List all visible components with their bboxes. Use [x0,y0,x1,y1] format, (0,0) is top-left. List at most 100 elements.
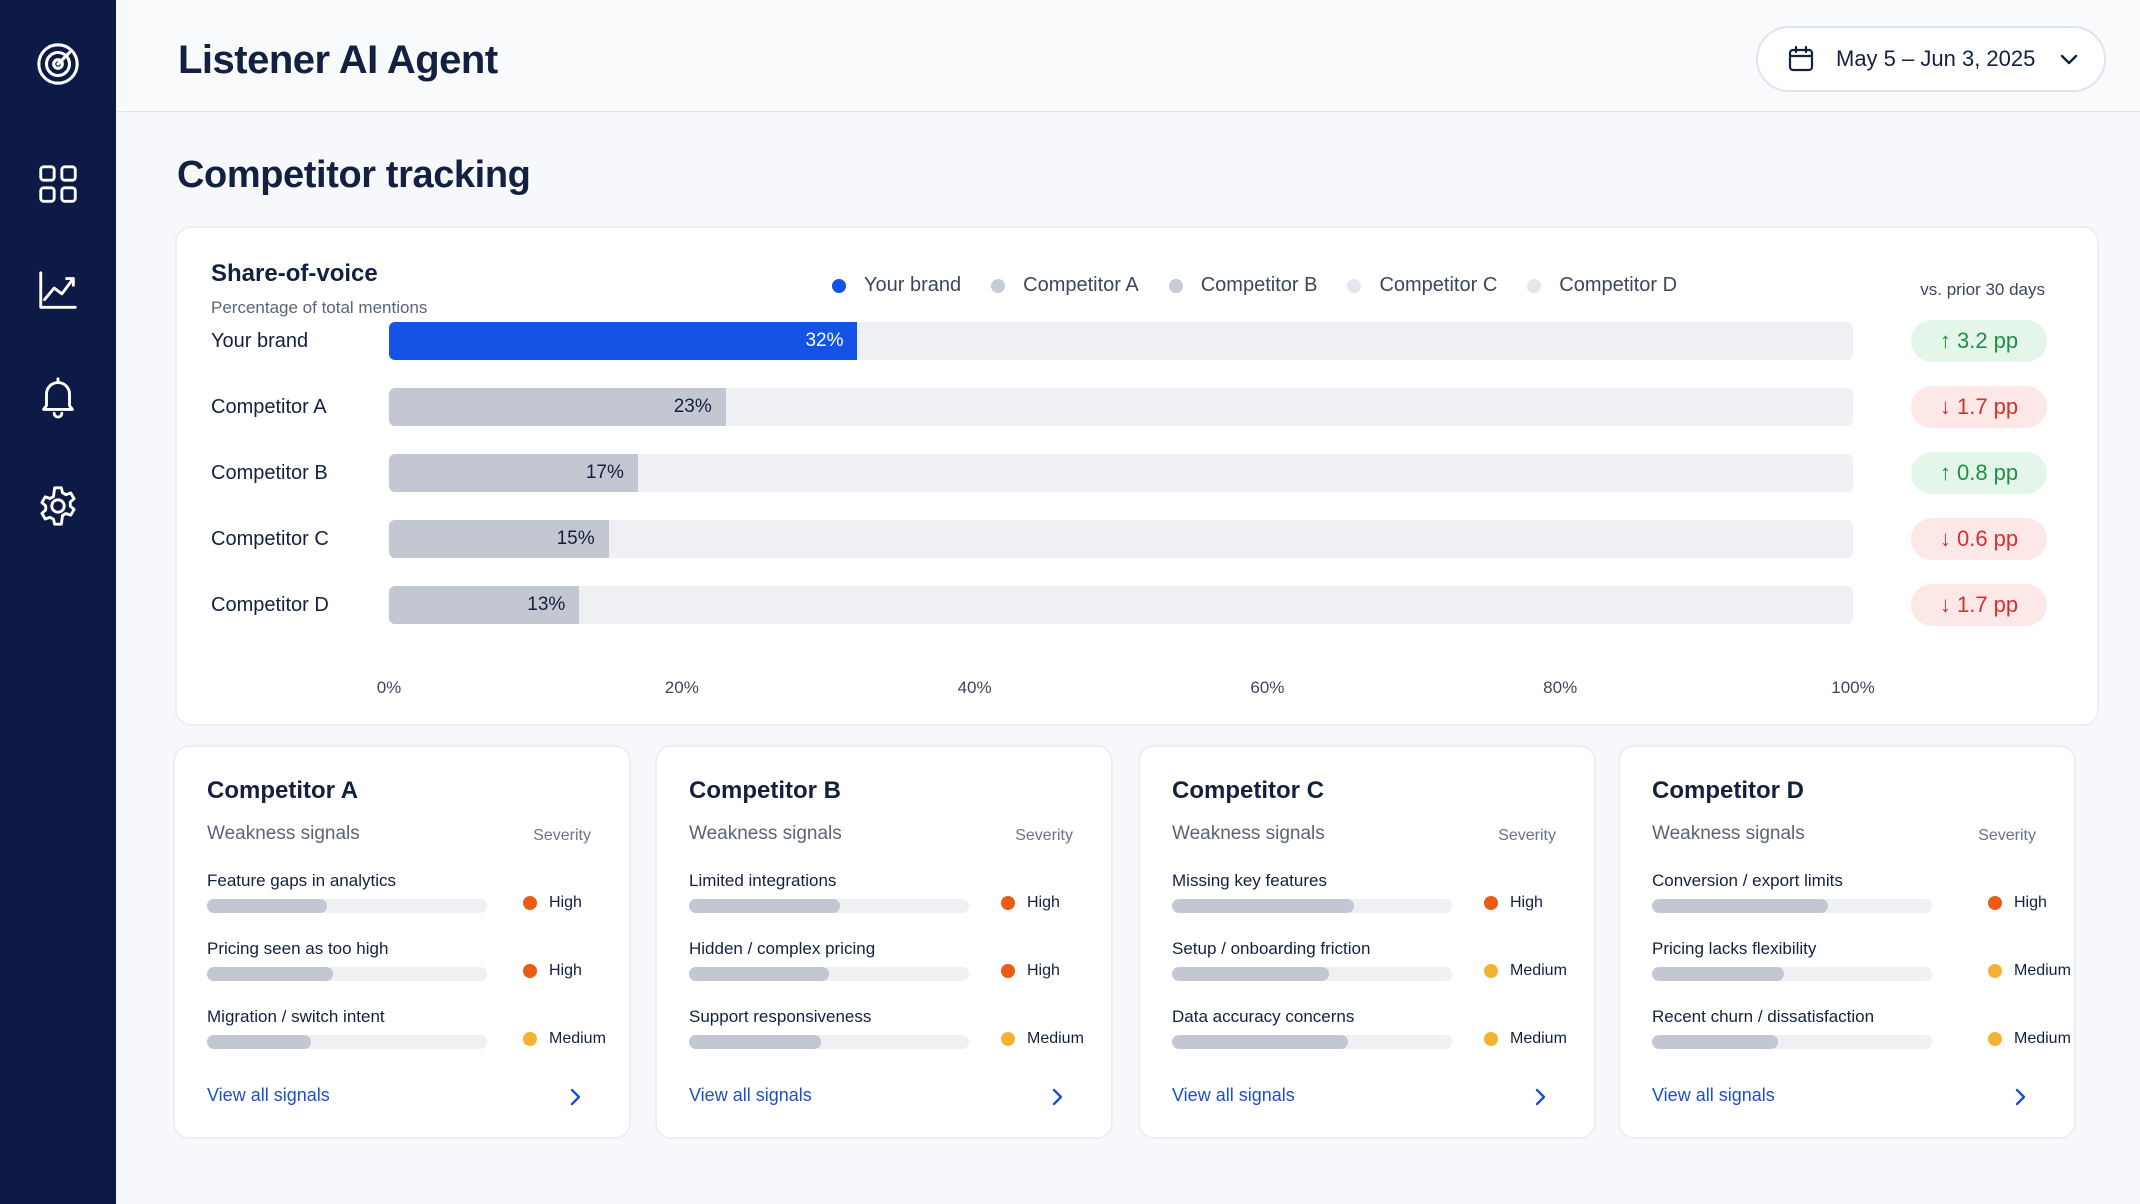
signal-bar-track [207,1035,487,1049]
weakness-signal: Migration / switch intent Medium [207,1007,609,1057]
view-all-signals-link[interactable]: View all signals [1172,1085,1295,1105]
bar: 15% [389,520,609,558]
delta-badge: ↓ 1.7 pp [1911,386,2047,428]
severity-label: Severity [1498,827,1556,844]
signal-bar [207,899,328,913]
weakness-signal: Support responsiveness Medium [689,1007,1091,1057]
signal-label: Limited integrations [689,871,837,890]
severity-text: Medium [1027,1030,1084,1047]
bell-icon[interactable] [30,368,86,424]
weakness-signals-label: Weakness signals [207,823,360,844]
competitor-name: Competitor A [207,777,359,804]
chart-icon[interactable] [30,262,86,318]
severity-text: High [1027,962,1060,979]
signal-bar-track [689,899,969,913]
delta-badge: ↑ 0.8 pp [1911,452,2047,494]
bar-value-label: 13% [527,594,566,615]
severity-dot [1988,896,2002,910]
severity-text: Medium [1510,962,1567,979]
signal-bar [1652,1035,1778,1049]
chevron-right-icon[interactable] [1530,1087,1550,1107]
share-of-voice-card: Share-of-voice Percentage of total menti… [175,226,2099,726]
signal-label: Missing key features [1172,871,1327,890]
signal-bar-track [1652,899,1932,913]
competitor-card: Competitor C Weakness signals Severity Miss… [1138,745,1596,1139]
signal-bar-track [689,1035,969,1049]
signal-bar [1652,967,1784,981]
signal-bar-track [207,899,487,913]
signal-bar [1652,899,1829,913]
legend-item: Competitor B [1168,274,1317,297]
signal-bar-track [1172,1035,1452,1049]
x-axis-tick-label: 0% [376,678,402,697]
weakness-signal: Limited integrations High [689,871,1091,921]
severity-text: High [1510,894,1543,911]
severity-dot [1484,964,1498,978]
signal-bar-track [1172,967,1452,981]
legend-item: Competitor D [1527,274,1677,297]
weakness-signal: Setup / onboarding friction Medium [1172,939,1574,989]
competitor-name: Competitor B [689,777,841,804]
date-range-picker[interactable]: May 5 – Jun 3, 2025 [1756,26,2106,92]
grid-icon[interactable] [30,156,86,212]
bar-value-label: 23% [673,396,712,417]
view-all-signals-link[interactable]: View all signals [689,1085,812,1105]
signal-bar [1172,1035,1349,1049]
page-title: Competitor tracking [177,154,531,196]
view-all-signals-link[interactable]: View all signals [1652,1085,1775,1105]
severity-badge: High [1484,894,1543,912]
signal-label: Pricing lacks flexibility [1652,939,1817,958]
bar: 23% [389,388,726,426]
bar-track: 23% [389,388,1853,426]
bar-category-label: Competitor D [211,594,329,616]
severity-badge: Medium [1484,962,1567,980]
severity-text: High [1027,894,1060,911]
sov-subtitle: Percentage of total mentions [211,298,428,317]
severity-text: Medium [2014,1030,2071,1047]
severity-badge: Medium [1988,1030,2071,1048]
severity-label: Severity [533,827,591,844]
signal-bar-track [207,967,487,981]
delta-badge: ↓ 1.7 pp [1911,584,2047,626]
bar: 13% [389,586,580,624]
x-axis-tick-label: 80% [1543,678,1578,697]
legend-dot [1168,278,1183,293]
signal-bar-track [1172,899,1452,913]
signal-bar [1172,967,1329,981]
severity-dot [1001,964,1015,978]
legend-dot [1527,278,1542,293]
severity-text: High [2014,894,2047,911]
competitor-card: Competitor B Weakness signals Severity Limi… [655,745,1113,1139]
chevron-right-icon[interactable] [565,1087,585,1107]
x-axis-tick-label: 60% [1250,678,1285,697]
severity-dot [1988,1032,2002,1046]
signal-label: Hidden / complex pricing [689,939,876,958]
gear-icon[interactable] [30,478,86,534]
bar-track: 17% [389,454,1853,492]
signal-label: Feature gaps in analytics [207,871,396,890]
bar-category-label: Your brand [211,330,309,352]
bar: 32% [389,322,858,360]
chevron-right-icon[interactable] [2010,1087,2030,1107]
target-icon[interactable] [30,36,86,92]
vs-prior-label: vs. prior 30 days [1920,280,2045,299]
weakness-signal: Conversion / export limits High [1652,871,2054,921]
competitor-card: Competitor D Weakness signals Severity Conv… [1618,745,2076,1139]
chevron-right-icon[interactable] [1047,1087,1067,1107]
severity-text: Medium [549,1030,606,1047]
severity-badge: Medium [1988,962,2071,980]
bar-category-label: Competitor A [211,396,327,418]
severity-dot [523,1032,537,1046]
bar-track: 15% [389,520,1853,558]
view-all-signals-link[interactable]: View all signals [207,1085,330,1105]
severity-badge: High [523,962,582,980]
severity-text: Medium [1510,1030,1567,1047]
signal-bar-track [1652,1035,1932,1049]
bar-value-label: 17% [585,462,624,483]
competitor-name: Competitor D [1652,777,1804,804]
chevron-down-icon [2061,54,2078,65]
date-range-label: May 5 – Jun 3, 2025 [1836,46,2036,71]
bar-category-label: Competitor B [211,462,328,484]
competitor-card: Competitor A Weakness signals Severity Feat… [173,745,631,1139]
signal-bar-track [1652,967,1932,981]
